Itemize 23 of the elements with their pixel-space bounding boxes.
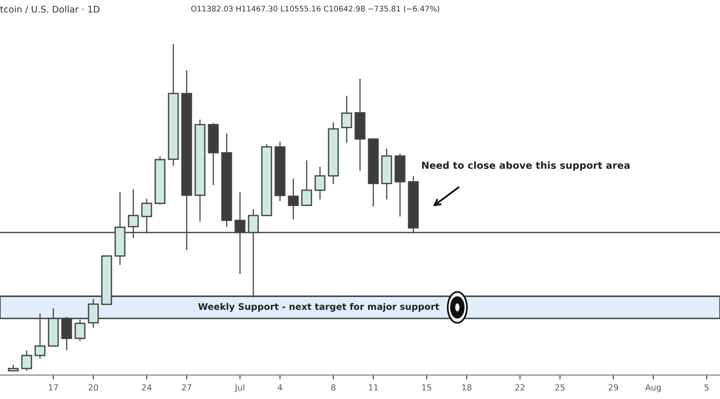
x-tick-label: 11 — [368, 384, 378, 390]
x-tick-label: 27 — [182, 384, 192, 390]
x-tick-label: 29 — [608, 384, 618, 391]
x-tick-label: 5 — [704, 384, 709, 391]
x-tick-label: 17 — [48, 384, 58, 390]
candlestick — [301, 160, 312, 206]
x-tick-label: 18 — [462, 384, 472, 391]
x-tick-label: 4 — [278, 384, 282, 390]
x-tick-label: 24 — [142, 384, 152, 390]
x-tick-label: 25 — [555, 384, 565, 391]
x-tick-label: 22 — [515, 384, 524, 390]
x-tick-label: 15 — [422, 384, 432, 391]
x-tick-label: 8 — [331, 384, 336, 391]
band-label: Weekly Support - next target for major support — [198, 302, 440, 312]
candlestick — [341, 95, 352, 144]
chart-title: tcoin / U.S. Dollar · 1D — [0, 6, 100, 14]
annotation: Need to close above this support area — [422, 161, 630, 171]
candlestick — [21, 350, 32, 372]
x-tick-label: Jul — [234, 384, 244, 392]
candlestick — [288, 178, 299, 220]
x-tick-label: 20 — [88, 384, 98, 391]
candlestick — [314, 166, 326, 200]
x-tick-label: Aug — [645, 384, 661, 392]
